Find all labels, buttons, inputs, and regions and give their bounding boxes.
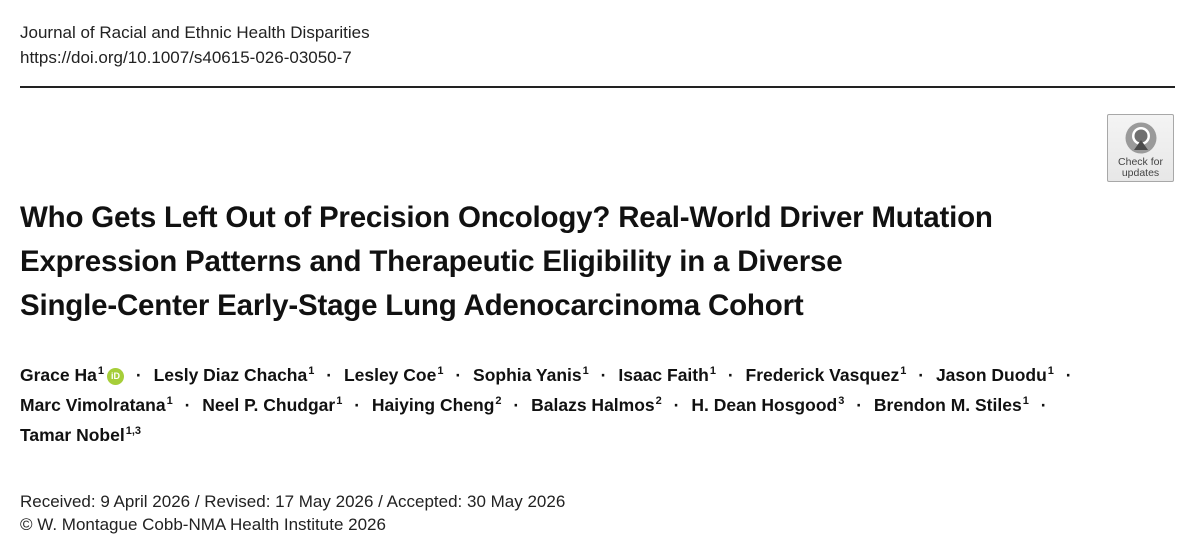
author[interactable]: H. Dean Hosgood3	[691, 395, 845, 415]
copyright-notice: © W. Montague Cobb-NMA Health Institute …	[20, 515, 386, 534]
author-separator: ·	[600, 365, 607, 385]
author-separator: ·	[1040, 395, 1047, 415]
author-line: Grace Ha1 iD · Lesly Diaz Chacha1 · Lesle…	[20, 360, 1180, 390]
author-separator: ·	[354, 395, 361, 415]
author[interactable]: Isaac Faith1	[618, 365, 716, 385]
author-separator: ·	[918, 365, 925, 385]
author-separator: ·	[184, 395, 191, 415]
author[interactable]: Lesly Diaz Chacha1	[153, 365, 315, 385]
title-line: Who Gets Left Out of Precision Oncology?…	[20, 201, 993, 234]
author-separator: ·	[1065, 365, 1072, 385]
author[interactable]: Jason Duodu1	[935, 365, 1054, 385]
title-line: Single-Center Early-Stage Lung Adenocarc…	[20, 289, 804, 322]
date-history: Received: 9 April 2026 / Revised: 17 May…	[20, 492, 566, 511]
author-line: Tamar Nobel1,3	[20, 420, 1180, 450]
author[interactable]: Sophia Yanis1	[473, 365, 589, 385]
author-separator: ·	[326, 365, 333, 385]
orcid-icon[interactable]: iD	[106, 368, 124, 385]
author[interactable]: Tamar Nobel1,3	[20, 425, 141, 445]
title-line: Expression Patterns and Therapeutic Elig…	[20, 245, 843, 278]
author-separator: ·	[513, 395, 520, 415]
author-list: Grace Ha1 iD · Lesly Diaz Chacha1 · Lesle…	[20, 360, 1180, 450]
journal-header: Journal of Racial and Ethnic Health Disp…	[20, 20, 370, 70]
author[interactable]: Grace Ha1	[20, 365, 104, 385]
author-separator: ·	[727, 365, 734, 385]
author-separator: ·	[135, 365, 142, 385]
author[interactable]: Frederick Vasquez1	[745, 365, 907, 385]
author-separator: ·	[673, 395, 680, 415]
check-for-updates-label: Check for updates	[1118, 156, 1163, 179]
check-for-updates-button[interactable]: Check for updates	[1107, 114, 1174, 182]
journal-name: Journal of Racial and Ethnic Health Disp…	[20, 23, 370, 42]
author-separator: ·	[455, 365, 462, 385]
author[interactable]: Balazs Halmos2	[531, 395, 662, 415]
author-separator: ·	[856, 395, 863, 415]
author-line: Marc Vimolratana1 · Neel P. Chudgar1 · H…	[20, 390, 1180, 420]
article-title: Who Gets Left Out of Precision Oncology?…	[20, 196, 1100, 328]
author[interactable]: Marc Vimolratana1	[20, 395, 173, 415]
author[interactable]: Haiying Cheng2	[371, 395, 502, 415]
doi-link[interactable]: https://doi.org/10.1007/s40615-026-03050…	[20, 48, 352, 67]
author[interactable]: Lesley Coe1	[343, 365, 444, 385]
header-divider	[20, 86, 1175, 88]
author[interactable]: Brendon M. Stiles1	[873, 395, 1029, 415]
author[interactable]: Neel P. Chudgar1	[202, 395, 343, 415]
publication-history: Received: 9 April 2026 / Revised: 17 May…	[20, 490, 565, 536]
check-for-updates-icon	[1125, 122, 1156, 154]
